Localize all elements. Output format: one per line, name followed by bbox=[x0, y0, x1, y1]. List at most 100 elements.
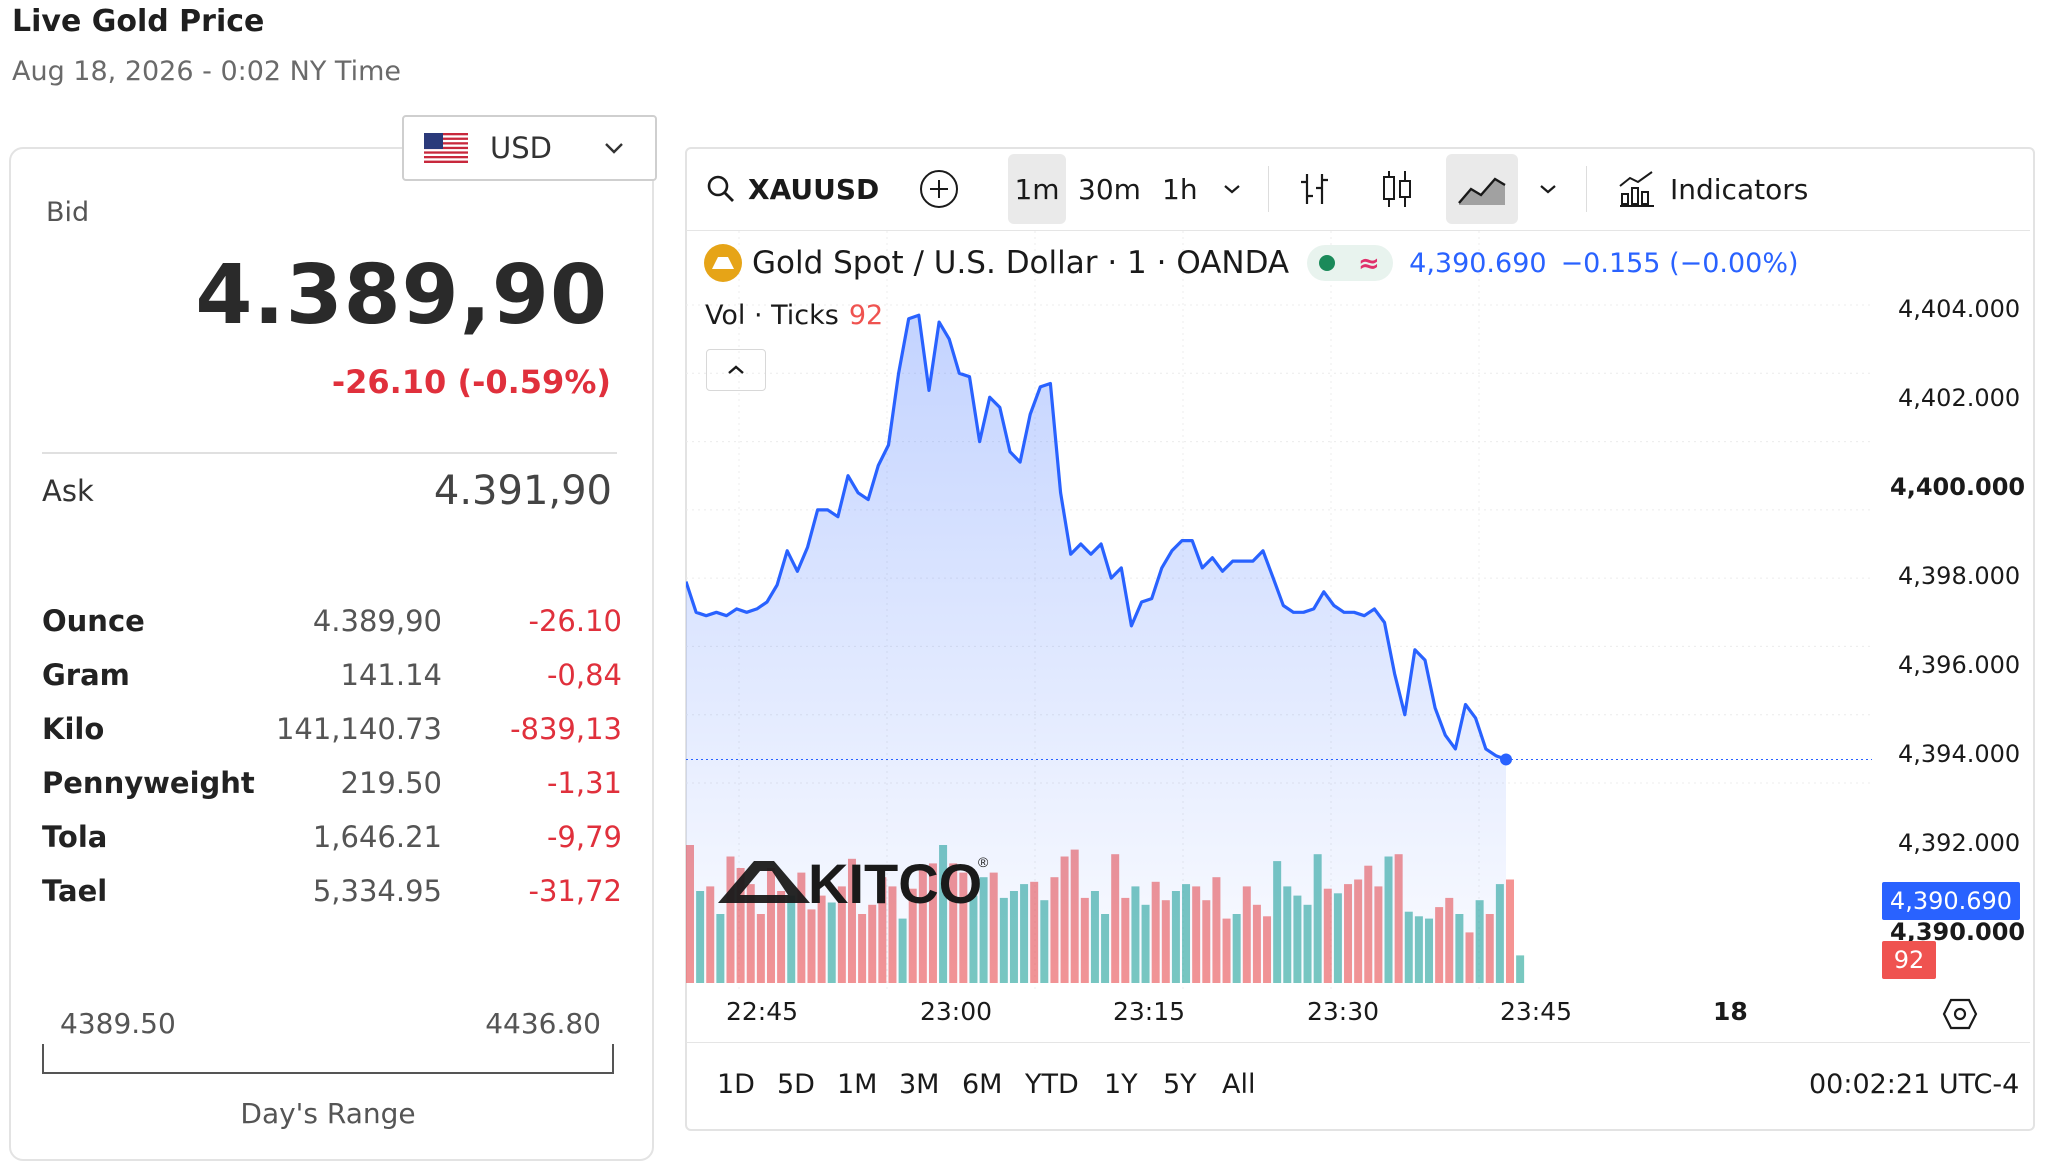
range-5y-button[interactable]: 5Y bbox=[1163, 1069, 1197, 1100]
legend-change: −0.155 (−0.00%) bbox=[1560, 247, 1799, 279]
interval-dropdown-button[interactable] bbox=[1222, 148, 1242, 230]
day-range-label: Day's Range bbox=[240, 1097, 416, 1130]
unit-change: -31,72 bbox=[528, 874, 623, 908]
interval-1m-button[interactable]: 1m bbox=[1008, 154, 1066, 224]
unit-value: 5,334.95 bbox=[312, 874, 442, 908]
volume-label: Vol · Ticks bbox=[705, 300, 839, 331]
unit-change: -0,84 bbox=[546, 658, 622, 692]
unit-value: 4.389,90 bbox=[312, 604, 442, 638]
unit-row-tael: Tael 5,334.95 -31,72 bbox=[42, 874, 622, 928]
volume-bar bbox=[1506, 879, 1514, 983]
market-open-dot-icon bbox=[1319, 255, 1336, 271]
search-icon bbox=[707, 175, 734, 202]
range-6m-button[interactable]: 6M bbox=[962, 1069, 1003, 1100]
svg-text:≈: ≈ bbox=[1358, 252, 1380, 274]
chart-settings-icon[interactable] bbox=[1942, 996, 1978, 1032]
currency-selector[interactable]: USD bbox=[402, 115, 657, 181]
chart-toolbar: XAUUSD 1m 30m 1h bbox=[686, 148, 2030, 231]
last-price-tag: 4,390.690 bbox=[1882, 882, 2020, 920]
kitco-wordmark: KITCO bbox=[808, 852, 982, 915]
volume-value: 92 bbox=[848, 300, 884, 331]
symbol-label: XAUUSD bbox=[748, 172, 880, 206]
volume-bar bbox=[1516, 955, 1525, 983]
time-axis-label: 23:30 bbox=[1307, 997, 1380, 1026]
unit-value: 141,140.73 bbox=[275, 712, 442, 746]
last-volume-tag: 92 bbox=[1882, 941, 1936, 979]
toolbar-separator bbox=[1586, 166, 1587, 212]
price-axis-label: 4,400.000 bbox=[1890, 473, 2026, 501]
unit-name: Ounce bbox=[42, 604, 145, 638]
interval-1h-button[interactable]: 1h bbox=[1162, 172, 1198, 206]
time-axis-label: 23:15 bbox=[1113, 997, 1186, 1026]
unit-name: Gram bbox=[42, 658, 130, 692]
unit-change: -1,31 bbox=[546, 766, 622, 800]
time-axis-label: 23:45 bbox=[1500, 997, 1573, 1026]
unit-table: Ounce 4.389,90 -26.10 Gram 141.14 -0,84 … bbox=[42, 604, 622, 928]
chevron-down-icon bbox=[1540, 185, 1556, 194]
unit-row-ounce: Ounce 4.389,90 -26.10 bbox=[42, 604, 622, 658]
ask-price: 4.391,90 bbox=[433, 468, 612, 514]
indicators-label: Indicators bbox=[1670, 172, 1809, 206]
bid-price: 4.389,90 bbox=[195, 248, 608, 343]
plus-circle-icon bbox=[920, 170, 958, 208]
price-card bbox=[9, 147, 654, 1161]
price-axis-label: 4,392.000 bbox=[1898, 829, 2021, 857]
price-line bbox=[686, 313, 1507, 761]
unit-value: 219.50 bbox=[340, 766, 442, 800]
ohlc-bars-icon bbox=[1301, 174, 1328, 204]
unit-row-tola: Tola 1,646.21 -9,79 bbox=[42, 820, 622, 874]
unit-name: Kilo bbox=[42, 712, 105, 746]
chevron-up-icon bbox=[728, 365, 744, 374]
unit-row-pennyweight: Pennyweight 219.50 -1,31 bbox=[42, 766, 622, 820]
indicators-icon bbox=[1619, 171, 1654, 207]
divider bbox=[42, 452, 617, 454]
chart-clock: 00:02:21 UTC-4 bbox=[1809, 1069, 2020, 1100]
chevron-down-icon bbox=[1224, 185, 1240, 194]
price-chart[interactable]: KITCO ® bbox=[686, 231, 1872, 991]
candle-chart-type-button[interactable] bbox=[1380, 148, 1414, 230]
bar-chart-type-button[interactable] bbox=[1298, 148, 1332, 230]
ask-label: Ask bbox=[42, 474, 94, 508]
chevron-down-icon bbox=[605, 143, 623, 154]
range-all-button[interactable]: All bbox=[1222, 1069, 1256, 1100]
range-3m-button[interactable]: 3M bbox=[899, 1069, 940, 1100]
market-status-pill[interactable]: ≈ bbox=[1307, 245, 1394, 281]
unit-change: -839,13 bbox=[510, 712, 622, 746]
range-ytd-button[interactable]: YTD bbox=[1025, 1069, 1079, 1100]
area-chart-type-button[interactable] bbox=[1446, 154, 1518, 224]
price-axis-label: 4,402.000 bbox=[1898, 384, 2021, 412]
day-range-high: 4436.80 bbox=[485, 1007, 601, 1040]
us-flag-icon bbox=[424, 133, 468, 163]
price-axis-label: 4,394.000 bbox=[1898, 740, 2021, 768]
volume-legend: Vol · Ticks 92 bbox=[705, 300, 883, 331]
unit-change: -26.10 bbox=[528, 604, 623, 638]
chart-type-dropdown-button[interactable] bbox=[1538, 148, 1558, 230]
range-1d-button[interactable]: 1D bbox=[717, 1069, 755, 1100]
unit-name: Tael bbox=[42, 874, 108, 908]
kitco-logo: KITCO ® bbox=[718, 852, 989, 915]
time-axis-label: 23:00 bbox=[920, 997, 993, 1026]
last-price-dot bbox=[1500, 753, 1512, 766]
price-area-fill bbox=[686, 315, 1506, 983]
approx-icon: ≈ bbox=[1358, 252, 1380, 274]
page-subtitle: Aug 18, 2026 - 0:02 NY Time bbox=[12, 56, 402, 87]
interval-30m-button[interactable]: 30m bbox=[1078, 172, 1141, 206]
range-1y-button[interactable]: 1Y bbox=[1104, 1069, 1138, 1100]
range-5d-button[interactable]: 5D bbox=[777, 1069, 815, 1100]
chart-legend: Gold Spot / U.S. Dollar · 1 · OANDA ≈ 4,… bbox=[704, 244, 1799, 282]
collapse-legend-button[interactable] bbox=[706, 349, 766, 391]
bid-label: Bid bbox=[46, 197, 90, 228]
range-1m-button[interactable]: 1M bbox=[837, 1069, 878, 1100]
price-axis-label: 4,404.000 bbox=[1898, 295, 2021, 323]
unit-row-kilo: Kilo 141,140.73 -839,13 bbox=[42, 712, 622, 766]
gold-coin-icon bbox=[704, 244, 742, 282]
toolbar-separator bbox=[1268, 166, 1269, 212]
price-axis-label: 4,398.000 bbox=[1898, 562, 2021, 590]
compare-symbol-button[interactable] bbox=[918, 148, 960, 230]
unit-value: 1,646.21 bbox=[312, 820, 442, 854]
symbol-search-button[interactable]: XAUUSD bbox=[706, 148, 879, 230]
indicators-button[interactable]: Indicators bbox=[1616, 148, 1808, 230]
unit-value: 141.14 bbox=[340, 658, 442, 692]
legend-title: Gold Spot / U.S. Dollar · 1 · OANDA bbox=[752, 245, 1290, 281]
area-chart-icon bbox=[1458, 177, 1506, 205]
